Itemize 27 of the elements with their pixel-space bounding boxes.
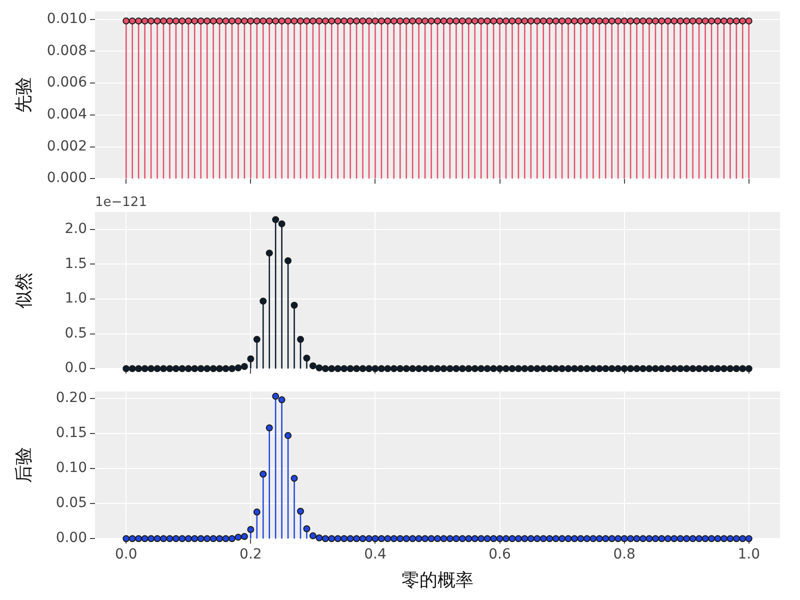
y-tick-label: 0.010	[46, 11, 87, 28]
y-tick-label: 0.004	[46, 106, 88, 123]
y-tick-label: 0.008	[46, 42, 87, 59]
y-tick-label: 0.002	[46, 138, 87, 154]
x-tick-label: 0.6	[488, 546, 511, 563]
y-axis-title: 先验	[13, 77, 34, 113]
y-tick-label: 0.5	[64, 325, 87, 342]
y-tick-label: 1.0	[64, 290, 87, 307]
y-tick-label: 0.05	[56, 495, 87, 512]
y-tick-label: 0.0	[64, 360, 87, 376]
y-tick-label: 0.10	[56, 460, 87, 476]
x-tick-label: 0.0	[115, 546, 138, 563]
x-tick-label: 1.0	[738, 546, 760, 563]
y-axis-title: 似然	[13, 272, 34, 308]
x-tick-label: 0.8	[613, 546, 636, 563]
y-tick-label: 0.006	[46, 74, 88, 91]
x-axis-title: 零的概率	[402, 570, 474, 591]
y-tick-label: 1.5	[64, 256, 87, 272]
y-tick-label: 2.0	[64, 221, 87, 238]
y-tick-label: 0.15	[56, 425, 87, 442]
text: 1e−121	[95, 194, 147, 210]
x-tick-label: 0.2	[240, 546, 262, 563]
y-tick-label: 0.00	[56, 530, 87, 546]
y-axis-title: 后验	[13, 447, 34, 483]
y-tick-label: 0.000	[46, 170, 87, 186]
y-tick-label: 0.20	[56, 390, 87, 406]
x-tick-label: 0.4	[364, 546, 386, 563]
